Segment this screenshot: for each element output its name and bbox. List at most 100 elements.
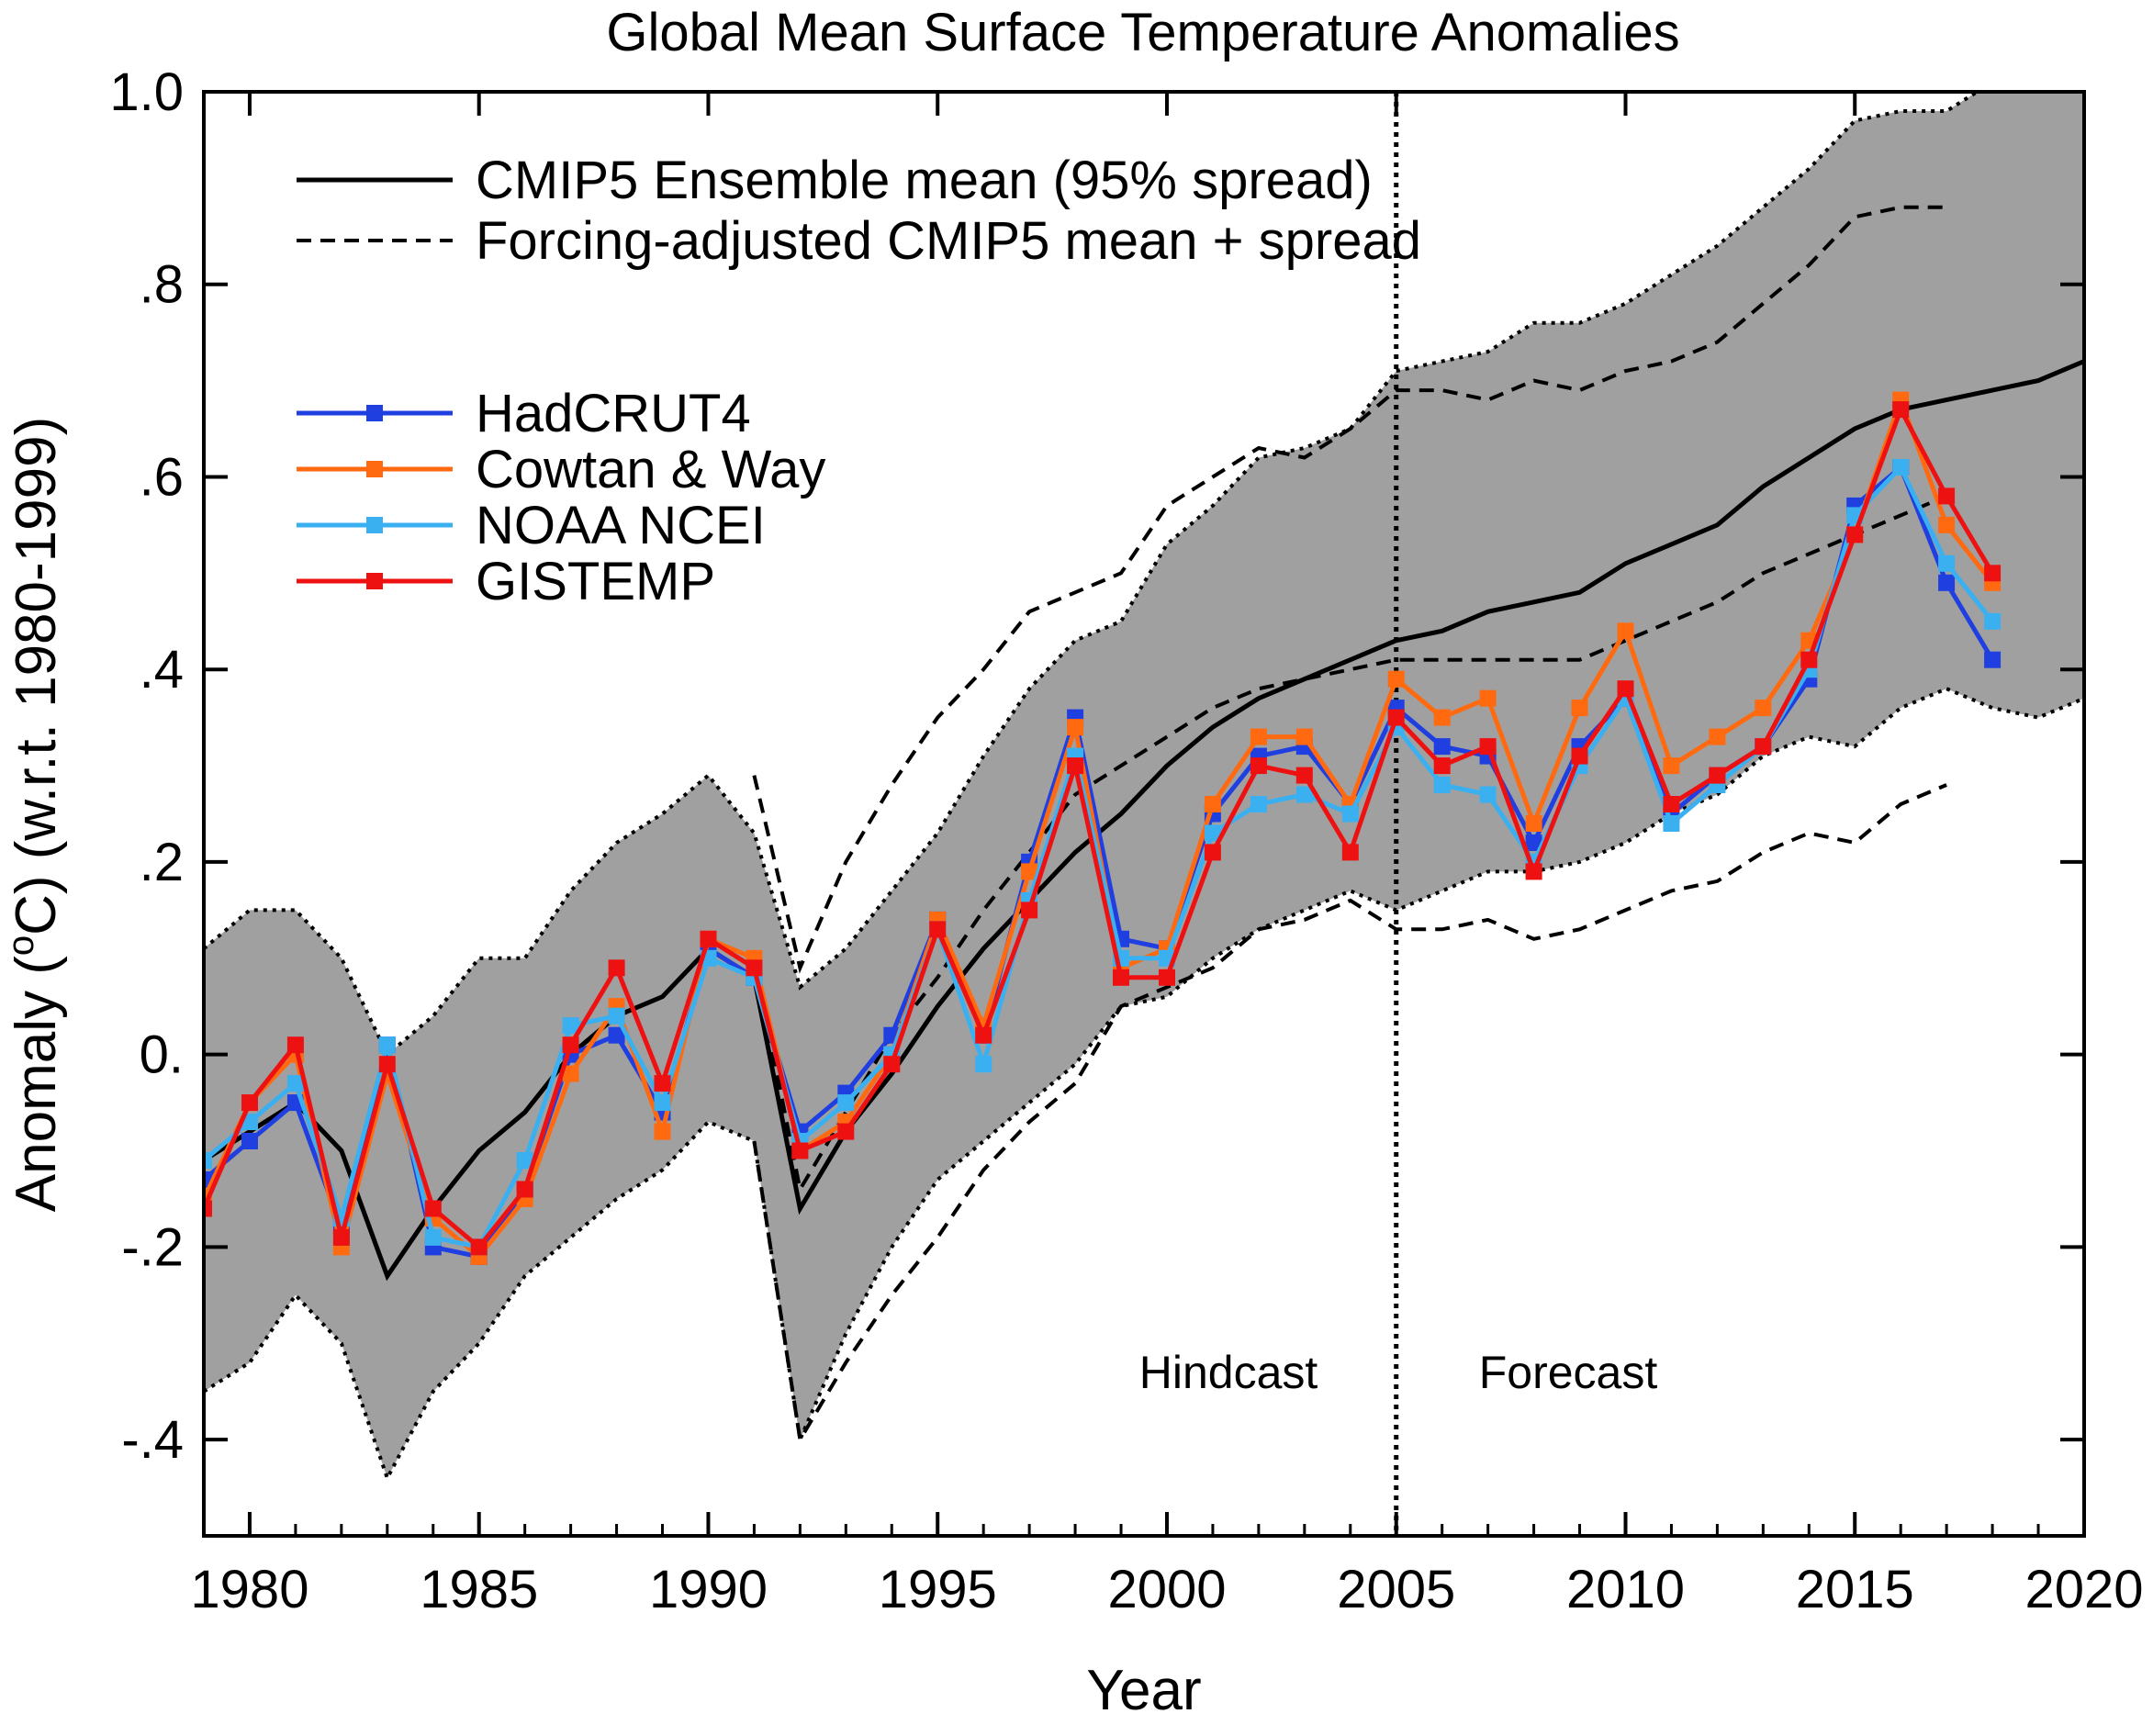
y-tick-label: -.2 — [121, 1217, 184, 1277]
x-tick-label: 2010 — [1566, 1560, 1685, 1619]
data-point-gistemp — [929, 921, 947, 938]
legend-label-ensemble-mean: CMIP5 Ensemble mean (95% spread) — [476, 151, 1373, 210]
data-point-gistemp — [1021, 902, 1038, 919]
cmip5-ensemble-mean-line — [204, 359, 2084, 1282]
legend-label-gistemp: GISTEMP — [476, 552, 715, 611]
cmip5-spread-lower-edge — [204, 687, 2084, 1484]
cmip5-spread-upper-edge — [204, 92, 1981, 1058]
data-point-cowtan-way — [1525, 815, 1542, 832]
data-point-noaa-ncei — [1479, 786, 1497, 803]
legend-marker-noaa-ncei — [366, 517, 383, 533]
legend-marker-hadcrut4 — [366, 405, 383, 421]
y-axis-label-superscript: o — [1, 935, 41, 956]
data-point-gistemp — [424, 1200, 442, 1217]
data-point-hadcrut4 — [1525, 834, 1542, 851]
data-point-hadcrut4 — [204, 1171, 212, 1188]
data-point-cowtan-way — [1250, 728, 1267, 745]
data-point-noaa-ncei — [516, 1152, 533, 1169]
data-point-gistemp — [1250, 757, 1267, 775]
series-gistemp — [204, 401, 2002, 1256]
data-point-cowtan-way — [1433, 709, 1451, 726]
data-point-gistemp — [562, 1036, 579, 1054]
data-point-noaa-ncei — [1341, 805, 1359, 823]
legend-label-forcing-adjusted: Forcing-adjusted CMIP5 mean + spread — [476, 211, 1421, 271]
data-point-gistemp — [332, 1228, 350, 1246]
data-point-cowtan-way — [1067, 719, 1084, 736]
x-tick-label: 1995 — [879, 1560, 997, 1619]
legend-label-hadcrut4: HadCRUT4 — [476, 384, 751, 443]
x-tick-label: 2020 — [2024, 1560, 2143, 1619]
data-point-noaa-ncei — [1663, 815, 1680, 832]
data-point-gistemp — [1617, 680, 1634, 698]
x-tick-label: 1980 — [190, 1560, 308, 1619]
data-point-gistemp — [241, 1094, 258, 1112]
data-point-gistemp — [1571, 747, 1588, 765]
data-point-gistemp — [791, 1142, 809, 1159]
data-point-gistemp — [1525, 863, 1542, 880]
data-point-gistemp — [286, 1036, 304, 1054]
data-point-cowtan-way — [1938, 516, 1956, 533]
data-point-gistemp — [608, 959, 625, 977]
data-point-gistemp — [1341, 844, 1359, 861]
y-tick-label: .4 — [140, 640, 184, 700]
forcing-adjusted-lower-line — [752, 783, 1947, 1445]
data-point-noaa-ncei — [1295, 786, 1313, 803]
series-line-noaa-ncei — [204, 465, 1995, 1249]
data-point-gistemp — [654, 1075, 671, 1092]
x-tick-label: 1990 — [649, 1560, 768, 1619]
axes-frame — [202, 90, 2086, 1538]
data-point-noaa-ncei — [286, 1075, 304, 1092]
data-point-gistemp — [700, 930, 717, 947]
data-point-gistemp — [1295, 767, 1313, 784]
data-point-noaa-ncei — [608, 1007, 625, 1025]
data-point-gistemp — [1479, 738, 1497, 756]
y-tick-label: 1.0 — [109, 62, 184, 122]
data-point-noaa-ncei — [1892, 459, 1910, 476]
data-point-gistemp — [1846, 526, 1864, 543]
legend: CMIP5 Ensemble mean (95% spread) Forcing… — [297, 151, 1421, 611]
data-point-cowtan-way — [1571, 700, 1588, 717]
data-point-gistemp — [1800, 651, 1818, 668]
hindcast-label: Hindcast — [1139, 1347, 1318, 1398]
forecast-label: Forecast — [1479, 1347, 1658, 1398]
data-point-noaa-ncei — [654, 1094, 671, 1112]
data-point-gistemp — [1984, 565, 2002, 582]
data-point-cowtan-way — [562, 1065, 579, 1082]
y-axis-label: Anomaly (oC) (w.r.t. 1980-1999) — [1, 417, 68, 1213]
data-point-hadcrut4 — [608, 1026, 625, 1044]
data-point-cowtan-way — [1755, 700, 1772, 717]
data-point-gistemp — [837, 1123, 855, 1140]
plot-frame — [202, 90, 2086, 1538]
data-point-cowtan-way — [1617, 622, 1634, 640]
data-point-noaa-ncei — [1938, 554, 1956, 572]
x-tick-label: 1985 — [420, 1560, 538, 1619]
data-point-gistemp — [1938, 487, 1956, 505]
legend-marker-cowtan-way — [366, 461, 383, 477]
data-point-cowtan-way — [1663, 757, 1680, 775]
legend-marker-gistemp — [366, 573, 383, 589]
data-point-gistemp — [516, 1181, 533, 1198]
data-point-gistemp — [1709, 767, 1726, 784]
data-point-cowtan-way — [654, 1123, 671, 1140]
x-tick-label: 2005 — [1337, 1560, 1455, 1619]
data-point-hadcrut4 — [1433, 738, 1451, 756]
data-point-gistemp — [1067, 757, 1084, 775]
y-tick-label: .6 — [140, 447, 184, 507]
data-point-noaa-ncei — [378, 1036, 396, 1054]
x-tick-label: 2015 — [1796, 1560, 1914, 1619]
data-point-noaa-ncei — [1204, 824, 1221, 842]
data-point-noaa-ncei — [837, 1094, 855, 1112]
legend-label-cowtan-way: Cowtan & Way — [476, 440, 825, 499]
x-tick-label: 2000 — [1107, 1560, 1226, 1619]
data-point-gistemp — [204, 1200, 212, 1217]
y-tick-label: .2 — [140, 833, 184, 892]
data-point-noaa-ncei — [204, 1152, 212, 1169]
data-point-gistemp — [1892, 401, 1910, 419]
data-point-noaa-ncei — [975, 1056, 992, 1073]
data-point-gistemp — [1663, 796, 1680, 812]
cmip5-spread-band — [204, 92, 2084, 1479]
data-point-cowtan-way — [1709, 728, 1726, 745]
data-point-gistemp — [883, 1056, 901, 1073]
series-line-hadcrut4 — [204, 465, 1995, 1260]
